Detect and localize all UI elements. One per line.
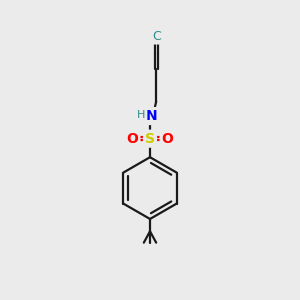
Text: O: O — [162, 132, 173, 146]
Text: O: O — [127, 132, 138, 146]
Text: H: H — [137, 110, 146, 120]
Text: S: S — [145, 132, 155, 146]
Text: N: N — [146, 109, 157, 123]
Text: C: C — [152, 30, 161, 43]
